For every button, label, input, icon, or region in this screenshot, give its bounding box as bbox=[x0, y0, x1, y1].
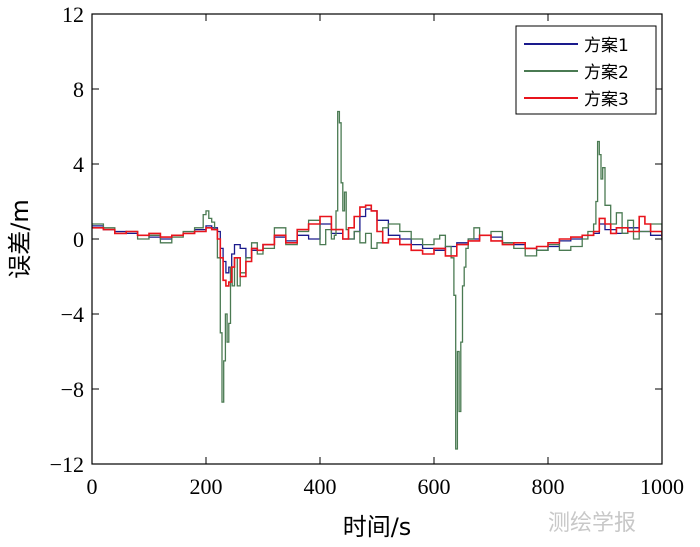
y-tick-label: −12 bbox=[50, 452, 84, 477]
journal-watermark: 测绘学报 bbox=[548, 511, 636, 536]
series-line-3 bbox=[92, 204, 662, 287]
y-tick-label: −4 bbox=[61, 302, 84, 327]
series-layer bbox=[92, 110, 662, 450]
legend-label-series-2: 方案2 bbox=[584, 63, 629, 83]
y-tick-label: 8 bbox=[73, 77, 84, 102]
y-tick-label: −8 bbox=[61, 377, 84, 402]
x-tick-label: 800 bbox=[532, 474, 565, 499]
x-tick-label: 600 bbox=[418, 474, 451, 499]
x-axis: 0 200 400 600 800 1000 bbox=[87, 14, 684, 499]
y-axis-label: 误差/m bbox=[6, 199, 34, 278]
legend-label-series-1: 方案1 bbox=[584, 36, 629, 56]
x-tick-label: 0 bbox=[87, 474, 98, 499]
legend: 方案1 方案2 方案3 bbox=[515, 25, 657, 115]
series-line-2 bbox=[92, 110, 662, 450]
x-tick-label: 1000 bbox=[640, 474, 684, 499]
legend-label-series-3: 方案3 bbox=[584, 90, 629, 110]
x-tick-label: 400 bbox=[304, 474, 337, 499]
y-tick-label: 12 bbox=[62, 2, 84, 27]
y-axis: −12 −8 −4 0 4 8 12 bbox=[50, 2, 662, 477]
x-axis-label: 时间/s bbox=[343, 513, 412, 541]
y-tick-label: 0 bbox=[73, 227, 84, 252]
x-tick-label: 200 bbox=[190, 474, 223, 499]
y-tick-label: 4 bbox=[73, 152, 84, 177]
